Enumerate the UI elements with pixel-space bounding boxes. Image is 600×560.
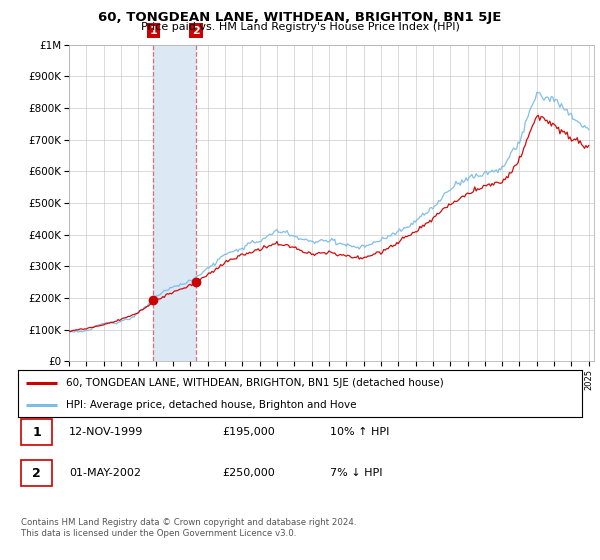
Text: 01-MAY-2002: 01-MAY-2002 (69, 468, 141, 478)
Text: Contains HM Land Registry data © Crown copyright and database right 2024.: Contains HM Land Registry data © Crown c… (21, 518, 356, 527)
Text: 1: 1 (32, 426, 41, 439)
Text: 60, TONGDEAN LANE, WITHDEAN, BRIGHTON, BN1 5JE: 60, TONGDEAN LANE, WITHDEAN, BRIGHTON, B… (98, 11, 502, 24)
Text: £195,000: £195,000 (222, 427, 275, 437)
Text: This data is licensed under the Open Government Licence v3.0.: This data is licensed under the Open Gov… (21, 529, 296, 538)
Bar (154, 45, 196, 361)
Text: 10% ↑ HPI: 10% ↑ HPI (330, 427, 389, 437)
Text: 2: 2 (192, 26, 200, 36)
Text: £250,000: £250,000 (222, 468, 275, 478)
Text: 1: 1 (149, 26, 157, 36)
Text: 12-NOV-1999: 12-NOV-1999 (69, 427, 143, 437)
Text: 60, TONGDEAN LANE, WITHDEAN, BRIGHTON, BN1 5JE (detached house): 60, TONGDEAN LANE, WITHDEAN, BRIGHTON, B… (66, 378, 443, 388)
Text: 2: 2 (32, 466, 41, 480)
Text: HPI: Average price, detached house, Brighton and Hove: HPI: Average price, detached house, Brig… (66, 400, 356, 410)
Text: Price paid vs. HM Land Registry's House Price Index (HPI): Price paid vs. HM Land Registry's House … (140, 22, 460, 32)
Text: 7% ↓ HPI: 7% ↓ HPI (330, 468, 383, 478)
